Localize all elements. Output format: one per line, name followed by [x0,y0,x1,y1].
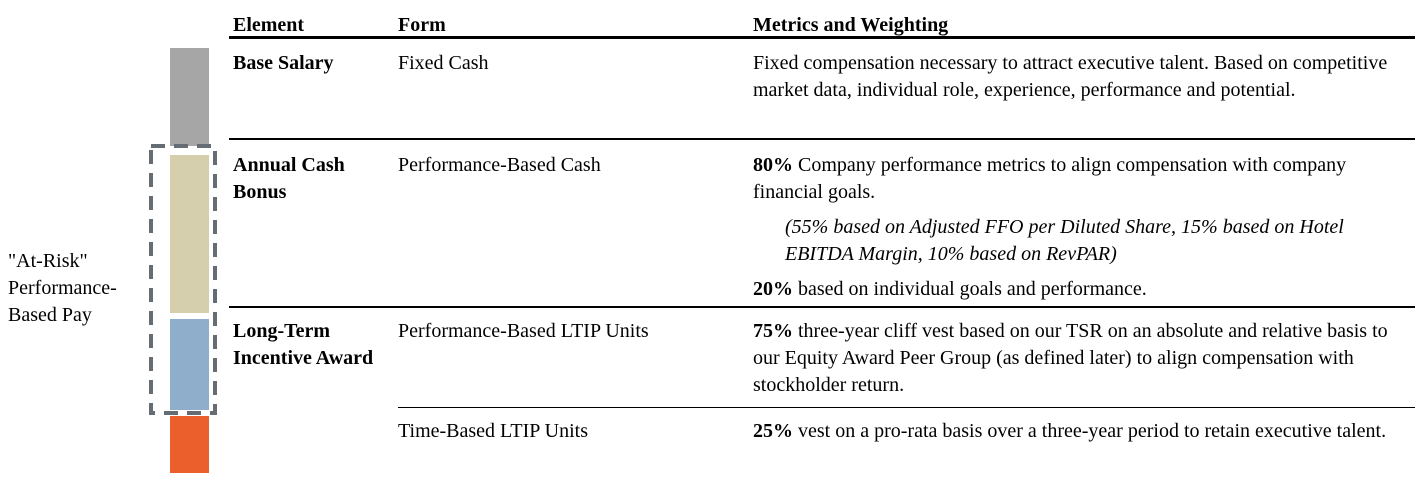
table-row-ltip-time: Time-Based LTIP Units 25% vest on a pro-… [229,400,1415,476]
weight-percent: 25% [753,420,793,442]
at-risk-label: "At-Risk" Performance- Based Pay [8,248,117,329]
metric-paragraph: 20% based on individual goals and perfor… [753,278,1147,300]
header-element: Element [233,14,305,36]
metric-paragraph: Fixed compensation necessary to attract … [753,52,1388,101]
cell-metrics: 80% Company performance metrics to align… [753,140,1415,306]
at-risk-label-line: "At-Risk" [8,250,88,272]
cell-metrics: 25% vest on a pro-rata basis over a thre… [753,400,1415,476]
header-form: Form [398,14,446,36]
at-risk-dashed-rect [149,144,217,415]
metric-paragraph: 75% three-year cliff vest based on our T… [753,320,1388,396]
cell-form: Time-Based LTIP Units [398,420,589,442]
cell-form: Fixed Cash [398,52,489,74]
at-risk-label-line: Based Pay [8,304,92,326]
table-header-row: Element Form Metrics and Weighting [229,12,1415,39]
cell-element [233,400,398,476]
table-row-annual-cash-bonus: Annual Cash Bonus Performance-Based Cash… [229,140,1415,308]
compensation-table: Element Form Metrics and Weighting Base … [229,12,1415,476]
bar-segment-annual-cash-bonus [170,155,209,313]
weight-percent: 20% [753,278,793,300]
bar-segment-time-ltip [170,416,209,473]
metric-paragraph: 80% Company performance metrics to align… [753,154,1347,203]
table-row-base-salary: Base Salary Fixed Cash Fixed compensatio… [229,39,1415,140]
metric-paragraph: 25% vest on a pro-rata basis over a thre… [753,420,1387,442]
ltip-subrow-divider [398,407,1415,408]
cell-form: Performance-Based Cash [398,154,601,176]
at-risk-label-line: Performance- [8,277,117,299]
at-risk-dashed-outline [149,144,217,415]
weight-percent: 75% [753,320,793,342]
cell-form: Performance-Based LTIP Units [398,320,649,342]
table-row-ltip-performance: Long-Term Incentive Award Performance-Ba… [229,308,1415,400]
cell-metrics: 75% three-year cliff vest based on our T… [753,308,1415,400]
bar-segment-performance-ltip [170,319,209,410]
cell-element: Long-Term Incentive Award [233,320,374,369]
cell-metrics: Fixed compensation necessary to attract … [753,39,1415,138]
cell-element: Annual Cash Bonus [233,154,345,203]
cell-element: Base Salary [233,52,334,74]
header-metrics: Metrics and Weighting [753,14,949,36]
metric-footnote: (55% based on Adjusted FFO per Diluted S… [785,216,1344,265]
bar-segment-base-salary [170,48,209,146]
weight-percent: 80% [753,154,793,176]
